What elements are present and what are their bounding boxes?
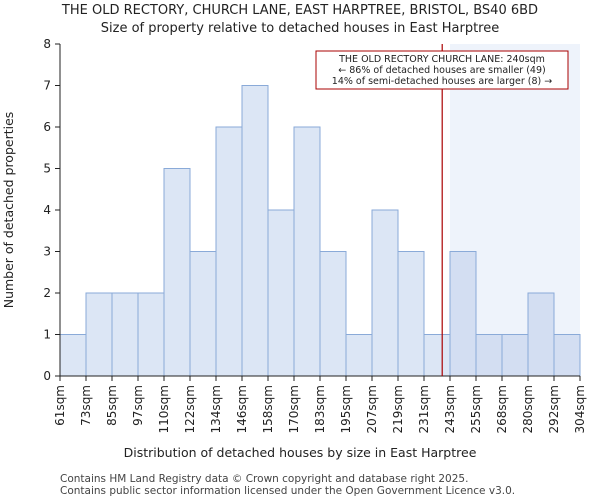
x-tick-label-170sqm: 170sqm	[287, 385, 301, 433]
chart-title: THE OLD RECTORY, CHURCH LANE, EAST HARPT…	[61, 3, 538, 18]
x-ticks: 61sqm 73sqm 85sqm 97sqm 110sqm 122sqm 134sqm 14…	[53, 376, 587, 433]
y-tick-label-3: 3	[43, 245, 51, 259]
bar-219sqm	[397, 251, 425, 377]
bar-85sqm	[111, 292, 139, 377]
x-tick-label-231sqm: 231sqm	[417, 385, 431, 433]
x-tick-label-304sqm: 304sqm	[573, 385, 587, 433]
annotation-line-1: THE OLD RECTORY CHURCH LANE: 240sqm	[338, 54, 545, 65]
x-tick-label-268sqm: 268sqm	[495, 385, 509, 433]
bar-255sqm	[475, 334, 503, 377]
bar-170sqm	[293, 126, 321, 377]
annotation-box: THE OLD RECTORY CHURCH LANE: 240sqm ← 86…	[315, 50, 569, 90]
x-tick-label-110sqm: 110sqm	[157, 385, 171, 433]
x-tick-label-73sqm: 73sqm	[79, 385, 93, 426]
bar-280sqm	[527, 292, 555, 377]
bar-243sqm	[449, 251, 477, 377]
y-tick-label-0: 0	[43, 369, 51, 383]
bar-122sqm	[189, 251, 217, 377]
bar-146sqm	[241, 85, 269, 377]
footer-line-2: Contains public sector information licen…	[60, 485, 515, 497]
bar-207sqm	[371, 209, 399, 377]
x-tick-label-243sqm: 243sqm	[443, 385, 457, 433]
bar-134sqm	[215, 126, 243, 377]
x-tick-label-97sqm: 97sqm	[131, 385, 145, 426]
x-tick-label-146sqm: 146sqm	[235, 385, 249, 433]
y-tick-label-5: 5	[43, 162, 51, 176]
y-tick-label-4: 4	[43, 203, 51, 217]
bars	[59, 85, 581, 377]
y-tick-label-6: 6	[43, 120, 51, 134]
bar-292sqm	[553, 334, 581, 377]
x-tick-label-134sqm: 134sqm	[209, 385, 223, 433]
y-tick-label-8: 8	[43, 37, 51, 51]
x-tick-label-122sqm: 122sqm	[183, 385, 197, 433]
y-tick-label-7: 7	[43, 79, 51, 93]
bar-195sqm	[345, 334, 373, 377]
x-axis-label: Distribution of detached houses by size …	[124, 445, 477, 460]
x-tick-label-280sqm: 280sqm	[521, 385, 535, 433]
bar-268sqm	[501, 334, 529, 377]
annotation-line-3: 14% of semi-detached houses are larger (…	[332, 76, 552, 87]
y-tick-label-2: 2	[43, 286, 51, 300]
footer-line-1: Contains HM Land Registry data © Crown c…	[60, 473, 468, 485]
chart-subtitle: Size of property relative to detached ho…	[101, 21, 499, 36]
y-tick-label-1: 1	[43, 328, 51, 342]
annotation-frame	[315, 50, 569, 90]
x-tick-label-219sqm: 219sqm	[391, 385, 405, 433]
x-tick-label-292sqm: 292sqm	[547, 385, 561, 433]
y-axis-label: Number of detached properties	[1, 112, 16, 309]
x-tick-label-158sqm: 158sqm	[261, 385, 275, 433]
bar-110sqm	[163, 168, 191, 377]
x-tick-label-207sqm: 207sqm	[365, 385, 379, 433]
x-tick-label-61sqm: 61sqm	[53, 385, 67, 426]
bar-97sqm	[137, 292, 165, 377]
bar-73sqm	[85, 292, 113, 377]
x-tick-label-183sqm: 183sqm	[313, 385, 327, 433]
plot-area: 0 1 2 3 4 5 6 7 8 61sqm 73sqm 85sqm 97sqm 110sqm 122s…	[43, 37, 587, 433]
x-tick-label-195sqm: 195sqm	[339, 385, 353, 433]
x-tick-label-255sqm: 255sqm	[469, 385, 483, 433]
bar-231sqm	[423, 334, 451, 377]
bar-183sqm	[319, 251, 347, 377]
x-tick-label-85sqm: 85sqm	[105, 385, 119, 426]
bar-158sqm	[267, 209, 295, 377]
y-ticks: 0 1 2 3 4 5 6 7 8	[43, 37, 60, 383]
annotation-line-2: ← 86% of detached houses are smaller (49…	[338, 65, 545, 76]
bar-61sqm	[59, 334, 87, 377]
